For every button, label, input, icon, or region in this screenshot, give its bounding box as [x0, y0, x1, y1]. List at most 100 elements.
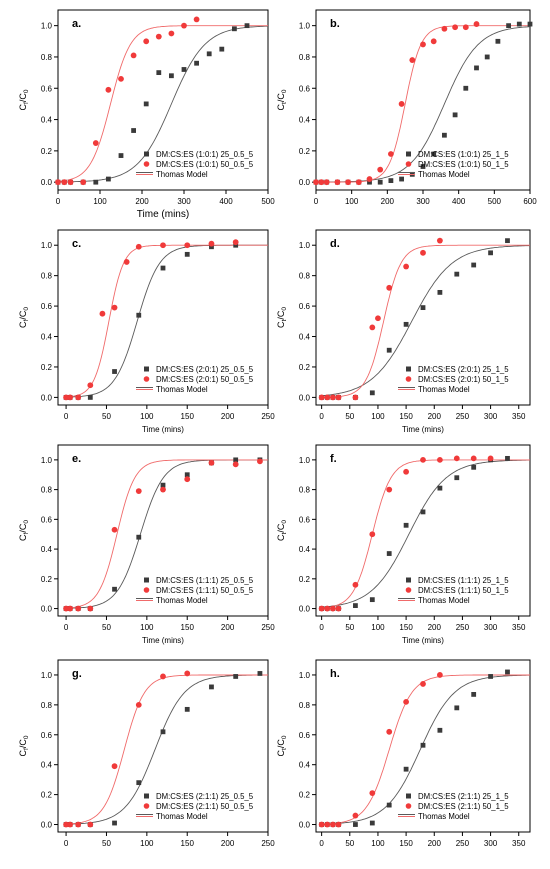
- x-tick-label: 300: [484, 412, 498, 421]
- y-tick-label: 0.8: [299, 53, 311, 62]
- x-tick-label: 100: [345, 197, 359, 206]
- y-axis-label-part: C: [18, 321, 28, 328]
- y-axis-label: Ct/C0: [276, 520, 288, 541]
- data-point-series-2: [87, 382, 94, 389]
- y-axis-label-part: f: [23, 532, 30, 534]
- legend-label-model: Thomas Model: [156, 385, 208, 394]
- data-point-series-1: [505, 455, 510, 461]
- data-point-series-1: [93, 179, 99, 185]
- data-point-series-2: [318, 394, 325, 401]
- data-point-series-1: [403, 766, 409, 772]
- y-tick-label: 0.2: [41, 791, 53, 800]
- data-point-series-1: [194, 60, 199, 66]
- data-point-series-2: [208, 240, 215, 247]
- y-axis-label: Cf/C0: [18, 89, 30, 110]
- data-point-series-2: [318, 179, 325, 186]
- legend: DM:CS:ES (1:1:1) 25_0.5_5DM:CS:ES (1:1:1…: [136, 576, 254, 605]
- y-axis-label: Ct/C0: [276, 89, 288, 110]
- data-point-series-1: [184, 472, 190, 478]
- legend-marker-series-1: [406, 793, 411, 799]
- data-point-series-2: [135, 488, 142, 494]
- data-point-series-2: [324, 821, 331, 828]
- x-tick-label: 150: [399, 623, 413, 632]
- data-point-series-2: [403, 263, 410, 270]
- data-point-series-2: [80, 179, 87, 186]
- y-tick-label: 0.0: [299, 821, 311, 830]
- y-tick-label: 0.0: [299, 393, 311, 402]
- data-point-series-2: [436, 672, 443, 678]
- y-tick-label: 1.0: [41, 22, 53, 31]
- data-point-series-2: [318, 821, 325, 828]
- x-tick-label: 400: [219, 197, 233, 206]
- chart-panel-5: 0 50 100 150 200 250 0.0 0.2 0.4 0.6 0.8 1.0 Time (m…: [18, 444, 275, 645]
- data-point-series-1: [181, 67, 187, 72]
- y-tick-label: 0.0: [41, 821, 53, 830]
- legend-label-series-2: DM:CS:ES (2:0:1) 50_1_5: [418, 375, 509, 384]
- data-point-series-2: [118, 75, 124, 82]
- y-axis-label: Cf/C0: [18, 735, 30, 756]
- data-point-series-1: [420, 742, 426, 748]
- data-point-series-1: [420, 164, 426, 169]
- x-tick-label: 300: [177, 197, 191, 206]
- legend: DM:CS:ES (2:1:1) 25_0.5_5DM:CS:ES (2:1:1…: [136, 792, 254, 821]
- data-point-series-2: [143, 38, 150, 45]
- x-tick-label: 600: [523, 197, 537, 206]
- legend-label-model: Thomas Model: [418, 385, 470, 394]
- data-point-series-2: [184, 670, 191, 677]
- data-point-series-2: [369, 324, 376, 331]
- plot-frame: [57, 444, 269, 617]
- y-axis-label: Ct/C0: [276, 735, 288, 756]
- data-point-series-2: [111, 526, 118, 533]
- y-axis-label-part: C: [18, 534, 28, 541]
- data-point-series-2: [232, 239, 239, 246]
- x-tick-label: 250: [456, 623, 470, 632]
- data-point-series-2: [123, 259, 130, 265]
- y-tick-label: 1.0: [299, 456, 311, 465]
- x-tick-label: 400: [452, 197, 466, 206]
- chart-panel-3: 0 50 100 150 200 250 0.0 0.2 0.4 0.6 0.8 1.0 Time (m…: [18, 229, 275, 434]
- x-tick-label: 0: [314, 197, 319, 206]
- y-axis-label-part: 0: [281, 89, 288, 93]
- y-tick-label: 0.2: [41, 363, 53, 372]
- legend-label-model: Thomas Model: [156, 170, 208, 179]
- y-tick-label: 0.2: [299, 791, 311, 800]
- legend-marker-series-2: [143, 161, 150, 167]
- x-tick-label: 250: [456, 839, 470, 848]
- y-axis-label-part: 0: [23, 307, 30, 311]
- model-curve-1: [322, 674, 530, 825]
- chart-panel-2: 0 100 200 300 400 500 600 0.0 0.2 0.4 0.6 0.8 1.0 Ct/…: [276, 9, 537, 206]
- legend-marker-series-1: [144, 577, 149, 583]
- data-point-series-1: [143, 101, 149, 107]
- data-point-series-2: [324, 605, 331, 612]
- y-tick-label: 0.8: [299, 701, 311, 710]
- y-axis-label-part: /C: [18, 739, 28, 749]
- data-point-series-1: [160, 482, 166, 488]
- x-tick-label: 300: [484, 839, 498, 848]
- data-point-series-2: [420, 249, 426, 256]
- legend-label-model: Thomas Model: [418, 170, 470, 179]
- data-point-series-2: [184, 242, 191, 249]
- model-curve-2: [57, 25, 268, 182]
- legend: DM:CS:ES (1:0:1) 25_0.5_5DM:CS:ES (1:0:1…: [136, 150, 254, 179]
- y-tick-label: 0.0: [41, 178, 53, 187]
- y-tick-label: 0.8: [41, 701, 53, 710]
- data-point-series-2: [403, 698, 410, 705]
- y-axis-label-part: f: [23, 319, 30, 321]
- data-point-series-2: [352, 812, 359, 819]
- data-point-series-2: [184, 476, 191, 483]
- data-point-series-1: [209, 244, 214, 250]
- y-tick-label: 0.6: [41, 731, 53, 740]
- y-axis-label-part: 0: [23, 735, 30, 739]
- data-point-series-2: [452, 24, 458, 31]
- data-point-series-2: [181, 22, 187, 29]
- x-axis-label: Time (mins): [137, 209, 189, 220]
- y-tick-label: 0.4: [41, 545, 53, 554]
- x-tick-label: 0: [56, 197, 61, 206]
- legend-label-series-2: DM:CS:ES (1:1:1) 50_1_5: [418, 586, 509, 595]
- y-tick-label: 0.6: [41, 84, 53, 93]
- legend: DM:CS:ES (2:0:1) 25_0.5_5DM:CS:ES (2:0:1…: [136, 365, 254, 394]
- x-tick-label: 100: [140, 412, 154, 421]
- data-point-series-1: [244, 23, 250, 29]
- y-axis-label-part: t: [281, 102, 288, 104]
- x-tick-label: 200: [221, 623, 235, 632]
